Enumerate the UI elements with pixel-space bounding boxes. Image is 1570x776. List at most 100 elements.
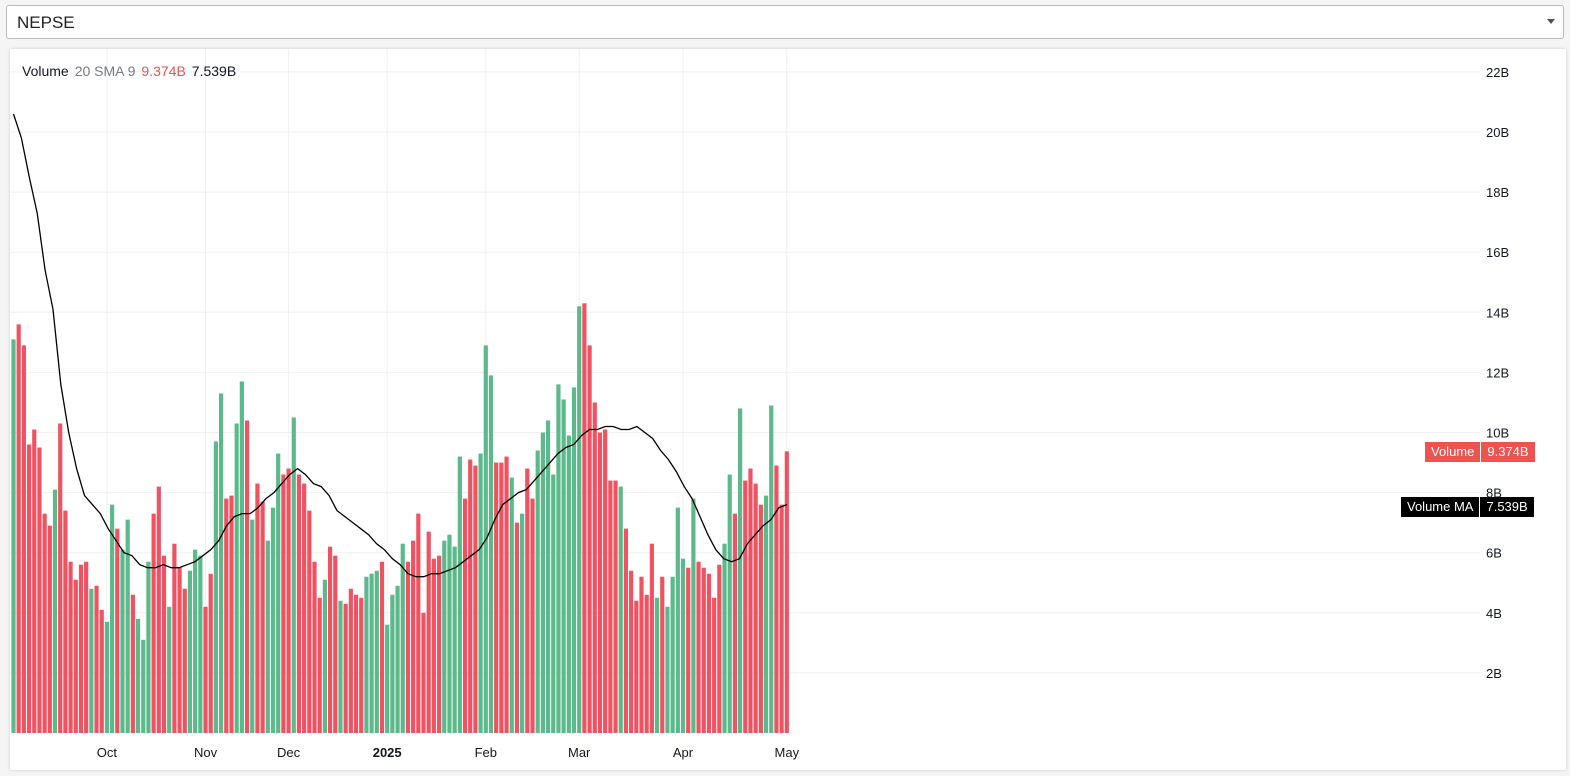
volume-price-tag: Volume 9.374B: [1425, 442, 1535, 462]
volume-bar: [727, 474, 732, 733]
volume-bar: [696, 561, 701, 733]
volume-bar: [732, 513, 738, 733]
volume-bar: [135, 618, 141, 733]
volume-bar: [436, 555, 442, 733]
volume-bar: [706, 573, 712, 733]
volume-bar: [660, 576, 665, 733]
volume-bar: [577, 306, 582, 733]
volume-bar: [457, 456, 462, 733]
legend-ma-value: 7.539B: [191, 63, 237, 79]
volume-bar: [234, 423, 239, 733]
volume-bar: [748, 468, 753, 733]
symbol-select[interactable]: NEPSE: [6, 5, 1564, 39]
volume-bar: [156, 486, 161, 733]
volume-bar: [462, 498, 468, 733]
y-tick-label: 4B: [1486, 606, 1502, 621]
x-tick-label: Mar: [568, 745, 591, 760]
volume-bar: [187, 570, 193, 733]
legend-params: 20 SMA 9: [74, 63, 136, 79]
volume-bar: [99, 609, 104, 733]
volume-bar: [468, 459, 473, 733]
x-tick-label: May: [775, 745, 800, 760]
volume-bar: [89, 588, 94, 733]
volume-bar: [743, 480, 748, 733]
y-tick-label: 18B: [1486, 185, 1509, 200]
volume-bar: [208, 573, 213, 733]
volume-bar: [322, 579, 327, 733]
volume-chart[interactable]: 2B 4B 6B 8B 10B 12B 14B 16B 18B 20B 22B Oct Nov Dec 20…: [10, 49, 1566, 770]
volume-bar: [784, 451, 789, 733]
volume-bar: [286, 468, 291, 733]
volume-bar: [307, 510, 312, 733]
volume-bar: [535, 450, 540, 733]
volume-bar: [426, 531, 431, 733]
volume-bar: [416, 513, 421, 733]
volume-bar: [281, 474, 286, 733]
y-tick-label: 12B: [1486, 365, 1509, 380]
volume-bar: [104, 621, 110, 733]
volume-bar: [203, 606, 208, 733]
volume-bar: [219, 393, 224, 733]
volume-bar: [551, 474, 556, 733]
volume-bar: [504, 456, 509, 733]
volume-bar: [758, 504, 763, 733]
chevron-down-icon[interactable]: [1547, 19, 1555, 24]
volume-bar: [763, 495, 769, 733]
volume-bar: [177, 567, 182, 733]
volume-bar: [499, 462, 504, 733]
volume-bar: [385, 624, 390, 733]
volume-bar: [774, 465, 779, 733]
volume-bar: [369, 573, 374, 733]
y-tick-label: 14B: [1486, 305, 1509, 320]
volume-bar: [198, 555, 203, 733]
y-tick-label: 22B: [1486, 65, 1509, 80]
volume-bar: [312, 561, 317, 733]
volume-bar: [11, 339, 16, 733]
volume-bar: [509, 477, 514, 733]
volume-bar: [68, 561, 73, 733]
volume-bar: [478, 453, 483, 733]
chart-panel[interactable]: 2B 4B 6B 8B 10B 12B 14B 16B 18B 20B 22B Oct Nov Dec 20…: [10, 49, 1566, 770]
volume-bar: [270, 507, 276, 733]
volume-bar: [110, 504, 115, 733]
volume-bar: [260, 501, 265, 733]
volume-bar: [125, 519, 130, 733]
volume-bar: [333, 555, 338, 733]
x-tick-label: Feb: [475, 745, 497, 760]
volume-bar: [32, 429, 37, 733]
volume-bar: [566, 435, 571, 733]
volume-bar: [255, 483, 260, 733]
volume-bar: [447, 534, 452, 733]
volume-bar: [680, 558, 686, 733]
x-tick-label: Apr: [673, 745, 694, 760]
volume-bar: [634, 600, 639, 733]
volume-bar: [556, 384, 561, 733]
volume-bar: [665, 606, 670, 733]
volume-tag-label: Volume: [1425, 442, 1482, 462]
volume-bar: [561, 399, 566, 733]
volume-bar: [229, 495, 234, 733]
volume-bar: [182, 588, 187, 733]
volume-bar: [738, 408, 743, 733]
volume-bar: [701, 567, 706, 733]
legend-volume-value: 9.374B: [141, 63, 186, 79]
volume-bar: [530, 498, 535, 733]
volume-bar: [629, 570, 634, 733]
chart-legend: Volume 20 SMA 9 9.374B 7.539B: [22, 63, 242, 79]
volume-bar: [592, 402, 597, 733]
volume-bar: [712, 597, 717, 733]
volume-bar: [442, 540, 447, 733]
y-tick-label: 8B: [1486, 486, 1502, 501]
volume-bar: [608, 480, 613, 733]
volume-bar: [58, 423, 63, 733]
y-tick-label: 2B: [1486, 666, 1502, 681]
x-tick-label: 2025: [373, 745, 402, 760]
volume-bar: [343, 603, 348, 733]
volume-bar: [400, 543, 405, 733]
volume-bar: [94, 585, 99, 733]
volume-bar: [115, 528, 120, 733]
ma-tag-label: Volume MA: [1401, 497, 1481, 517]
volume-bar: [405, 561, 411, 733]
volume-bar: [691, 498, 696, 733]
x-tick-label: Nov: [194, 745, 218, 760]
